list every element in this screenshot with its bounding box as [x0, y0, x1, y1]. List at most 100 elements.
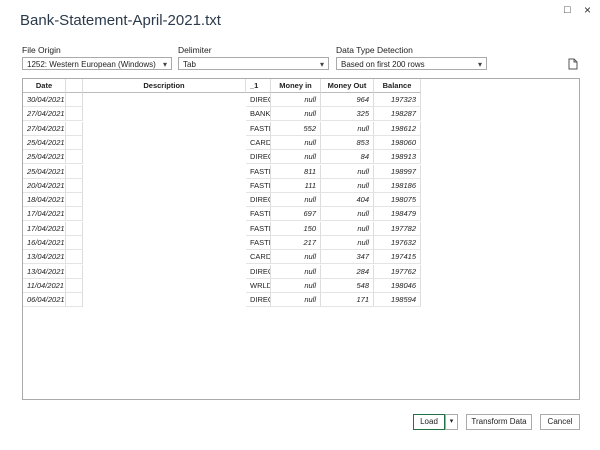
row-cell — [66, 150, 83, 165]
cancel-button[interactable]: Cancel — [540, 414, 580, 430]
row-cell: 11/04/2021 — [23, 278, 66, 293]
row-cell: DIRECT DEBIT CUSTOMER-1722 — [246, 193, 271, 208]
row-cell — [66, 278, 83, 293]
row-cell: 25/04/2021 — [23, 164, 66, 179]
row-cell: 284 — [321, 264, 374, 279]
row-cell: 198479 — [374, 207, 421, 222]
row-cell: null — [271, 250, 321, 265]
column-header: Description — [83, 79, 246, 93]
maximize-button[interactable]: □ — [564, 4, 571, 16]
row-cell: null — [321, 236, 374, 250]
column-header: Date — [23, 79, 66, 93]
row-cell: 111 — [271, 178, 321, 193]
row-cell — [66, 164, 83, 179]
row-cell: 17/04/2021 — [23, 221, 66, 236]
row-cell: 13/04/2021 — [23, 250, 66, 265]
row-cell: 13/04/2021 — [23, 264, 66, 279]
row-cell: 171 — [321, 293, 374, 308]
row-cell: 404 — [321, 193, 374, 208]
preview-table: Date Description _1 Money in Money Out Balanc… — [22, 78, 580, 400]
row-cell — [66, 121, 83, 136]
row-cell: 198997 — [374, 164, 421, 179]
row-cell: null — [271, 293, 321, 308]
row-cell — [66, 107, 83, 122]
row-cell: 25/04/2021 — [23, 135, 66, 150]
row-cell: DIRECT DEBIT DNH*SUCURI WEBSITE SECURI — [246, 150, 271, 165]
row-cell: 197323 — [374, 93, 421, 107]
row-cell: 16/04/2021 — [23, 236, 66, 250]
row-cell — [66, 135, 83, 150]
row-cell: 17/04/2021 — [23, 207, 66, 222]
row-cell: FASTER PAYMENTSCUSTOMER-8448 — [246, 121, 271, 136]
transform-button[interactable]: Transform Data — [466, 414, 532, 430]
column-header: Balance — [374, 79, 421, 93]
row-cell: 697 — [271, 207, 321, 222]
row-cell: null — [321, 164, 374, 179]
row-cell: 197415 — [374, 250, 421, 265]
row-cell: 27/04/2021 — [23, 107, 66, 122]
column-header: _1 — [246, 79, 271, 93]
row-cell: null — [271, 264, 321, 279]
row-cell: 811 — [271, 164, 321, 179]
row-cell: 06/04/2021 — [23, 293, 66, 308]
row-cell — [66, 264, 83, 279]
row-cell — [66, 178, 83, 193]
row-cell: null — [321, 221, 374, 236]
row-cell: 325 — [321, 107, 374, 122]
column-header — [66, 79, 83, 93]
delimiter-select[interactable]: Tab — [178, 57, 329, 71]
row-cell: null — [271, 193, 321, 208]
row-cell: DIRECT DEBIT CUSTOMER-6844 — [246, 264, 271, 279]
row-cell: 18/04/2021 — [23, 193, 66, 208]
row-cell: 552 — [271, 121, 321, 136]
row-cell: null — [271, 135, 321, 150]
row-cell: null — [271, 278, 321, 293]
row-cell: 198046 — [374, 278, 421, 293]
row-cell: 20/04/2021 — [23, 178, 66, 193]
row-cell: CARD PAYMENT CUSTOMER-2297 — [246, 135, 271, 150]
row-cell — [66, 193, 83, 208]
row-cell — [66, 221, 83, 236]
row-cell: FASTER PAYMENTSCUSTOMER-6844 — [246, 164, 271, 179]
column-header: Money Out — [321, 79, 374, 93]
row-cell: CARD PAYMENT CUSTOMER-8448 — [246, 250, 271, 265]
row-cell: 198612 — [374, 121, 421, 136]
row-cell: 150 — [271, 221, 321, 236]
row-cell: 198594 — [374, 293, 421, 308]
row-cell: 347 — [321, 250, 374, 265]
row-cell: 197632 — [374, 236, 421, 250]
row-cell: BANK GIRO CUSTOMER-1612 — [246, 107, 271, 122]
row-cell — [66, 293, 83, 308]
file-origin-select[interactable]: 1252: Western European (Windows) — [22, 57, 172, 71]
row-cell: FASTER PAYMENTSCUSTOMER-6620 — [246, 221, 271, 236]
row-cell: 25/04/2021 — [23, 150, 66, 165]
row-cell: null — [271, 93, 321, 107]
close-button[interactable]: × — [584, 3, 592, 17]
row-cell: 217 — [271, 236, 321, 250]
row-cell: 198075 — [374, 193, 421, 208]
refresh-icon[interactable] — [568, 58, 578, 70]
row-cell: 197782 — [374, 221, 421, 236]
row-cell — [66, 93, 83, 107]
load-button[interactable]: Load — [413, 414, 445, 430]
row-cell: WRLD TRNSFR HMRC VAT REF 484949-494984 — [246, 278, 271, 293]
row-cell: 853 — [321, 135, 374, 150]
row-cell — [66, 236, 83, 250]
load-dropdown[interactable]: ▾ — [445, 414, 458, 430]
row-cell: 84 — [321, 150, 374, 165]
row-cell: 197762 — [374, 264, 421, 279]
detection-label: Data Type Detection — [336, 45, 413, 55]
row-cell: 198913 — [374, 150, 421, 165]
row-cell: 30/04/2021 — [23, 93, 66, 107]
detection-select[interactable]: Based on first 200 rows — [336, 57, 487, 71]
row-cell: 198287 — [374, 107, 421, 122]
row-cell: null — [321, 207, 374, 222]
delimiter-label: Delimiter — [178, 45, 212, 55]
row-cell: 198186 — [374, 178, 421, 193]
column-header: Money in — [271, 79, 321, 93]
row-cell: null — [271, 107, 321, 122]
dialog-title: Bank-Statement-April-2021.txt — [20, 12, 221, 29]
row-cell: 964 — [321, 93, 374, 107]
row-cell: 548 — [321, 278, 374, 293]
